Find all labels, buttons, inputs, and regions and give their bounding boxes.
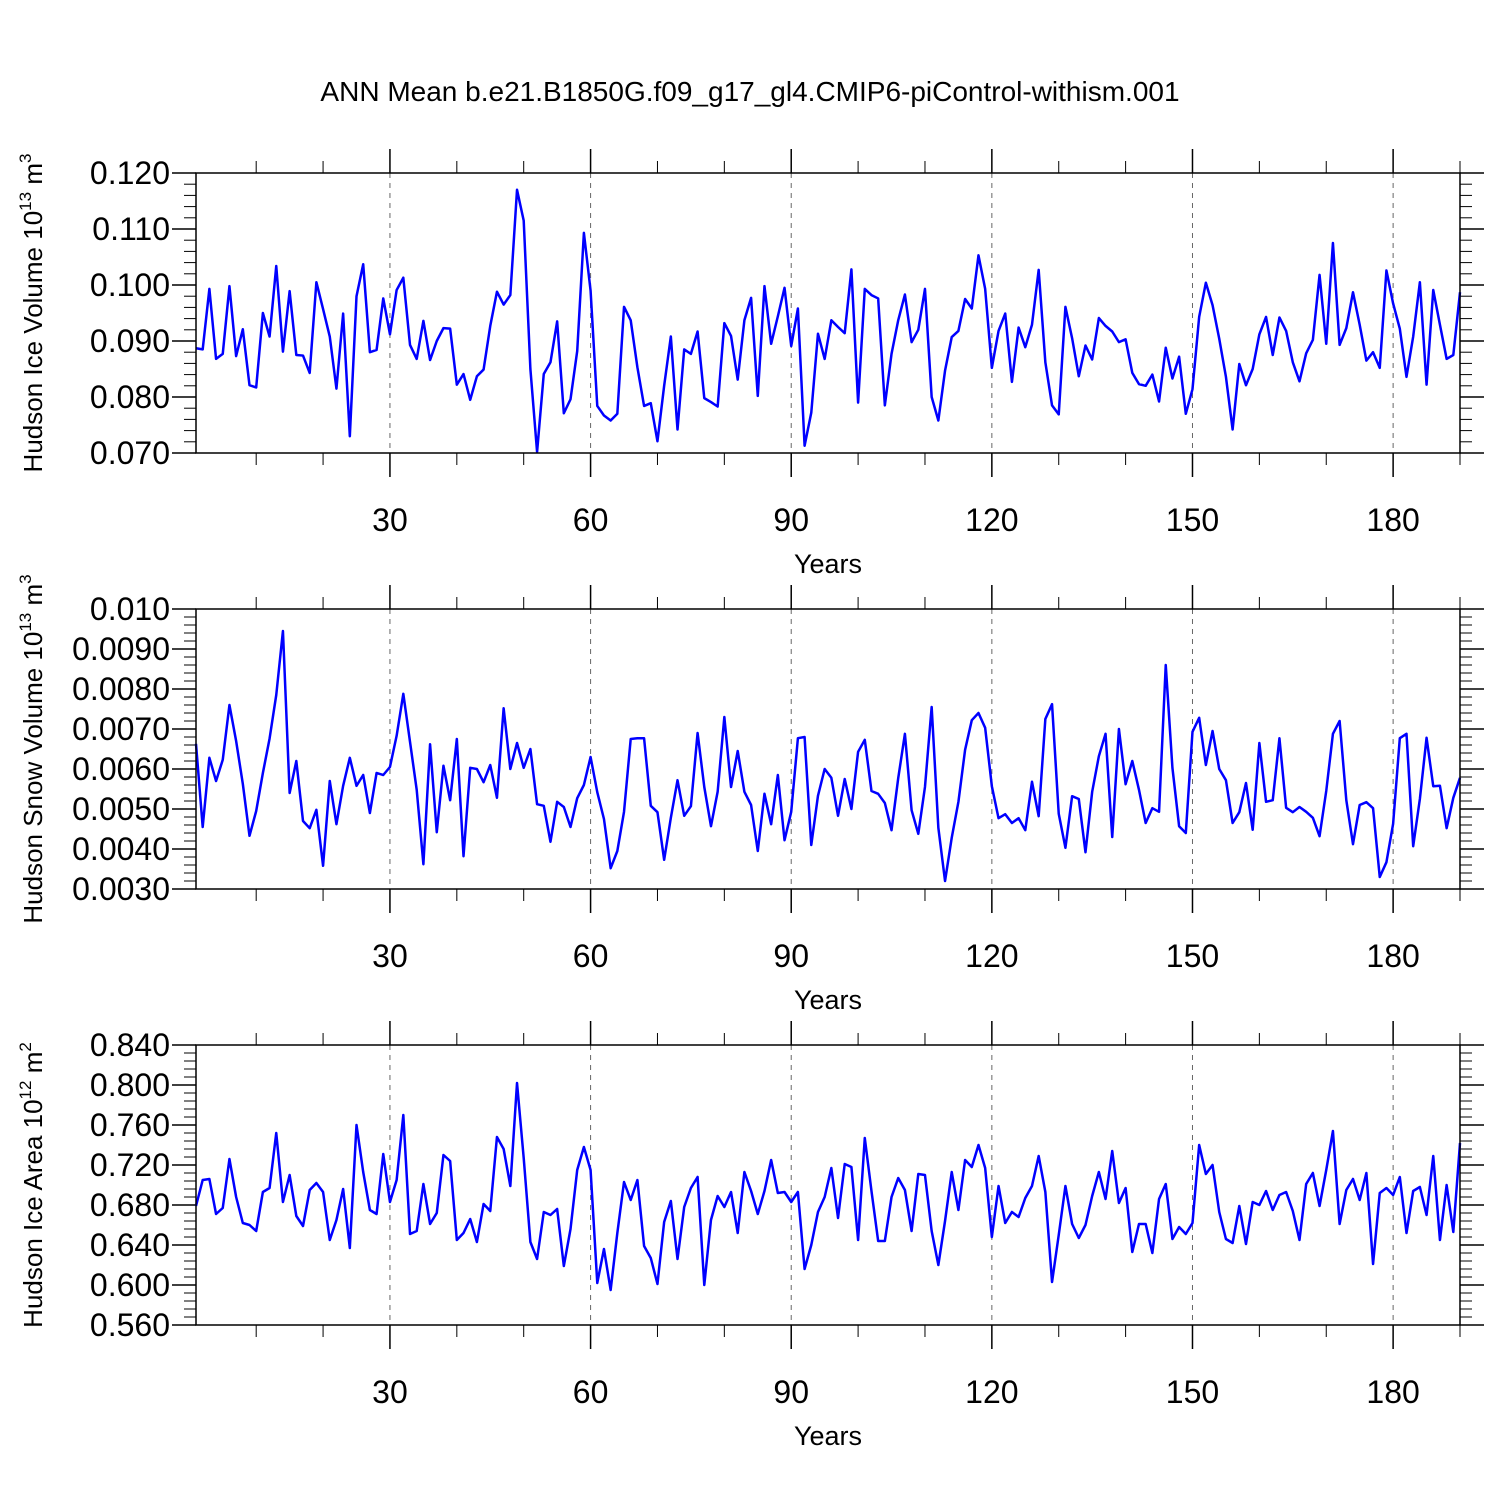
y-tick-label: 0.120 <box>90 155 170 191</box>
x-tick-label: 90 <box>773 1374 809 1410</box>
x-tick-label: 180 <box>1366 938 1419 974</box>
y-tick-label: 0.0090 <box>72 631 170 667</box>
y-tick-label: 0.560 <box>90 1307 170 1343</box>
x-tick-label: 30 <box>372 502 408 538</box>
x-tick-label: 150 <box>1166 1374 1219 1410</box>
x-axis-label: Years <box>794 985 862 1015</box>
y-tick-label: 0.090 <box>90 323 170 359</box>
x-tick-label: 60 <box>573 1374 609 1410</box>
x-tick-label: 90 <box>773 502 809 538</box>
y-tick-label: 0.720 <box>90 1147 170 1183</box>
panel-1: 0.070 0.080 0.090 0.100 0.110 0.120 30 60 90 120 1… <box>16 149 1484 579</box>
x-tick-label: 120 <box>965 1374 1018 1410</box>
y-tick-label: 0.070 <box>90 435 170 471</box>
x-tick-label: 90 <box>773 938 809 974</box>
y-tick-label: 0.800 <box>90 1067 170 1103</box>
panel-3: 0.560 0.600 0.640 0.680 0.720 0.760 0.800 0.840… <box>16 1021 1484 1451</box>
series-line <box>195 188 1462 454</box>
y-tick-label: 0.0030 <box>72 871 170 907</box>
y-tick-label: 0.760 <box>90 1107 170 1143</box>
y-tick-label: 0.0040 <box>72 831 170 867</box>
y-tick-label: 0.010 <box>90 591 170 627</box>
plot-frame <box>195 1044 1461 1326</box>
y-tick-label: 0.640 <box>90 1227 170 1263</box>
panel-2: 0.0030 0.0040 0.0050 0.0060 0.0070 0.0080 0.00… <box>16 574 1484 1015</box>
y-tick-label: 0.680 <box>90 1187 170 1223</box>
figure-title: ANN Mean b.e21.B1850G.f09_g17_gl4.CMIP6-… <box>320 76 1179 107</box>
y-tick-label: 0.100 <box>90 267 170 303</box>
y-tick-label: 0.0070 <box>72 711 170 747</box>
y-tick-label: 0.080 <box>90 379 170 415</box>
y-axis-label: Hudson Ice Area 1012 m2 <box>16 1042 48 1328</box>
x-tick-label: 60 <box>573 938 609 974</box>
x-tick-label: 60 <box>573 502 609 538</box>
x-tick-label: 30 <box>372 1374 408 1410</box>
x-tick-label: 150 <box>1166 502 1219 538</box>
y-tick-label: 0.0050 <box>72 791 170 827</box>
x-tick-label: 120 <box>965 938 1018 974</box>
x-axis-label: Years <box>794 549 862 579</box>
plot-frame <box>195 608 1461 890</box>
x-tick-label: 180 <box>1366 1374 1419 1410</box>
series-line <box>194 629 1462 883</box>
y-tick-label: 0.0080 <box>72 671 170 707</box>
x-tick-label: 30 <box>372 938 408 974</box>
x-tick-label: 120 <box>965 502 1018 538</box>
y-tick-label: 0.840 <box>90 1027 170 1063</box>
y-axis-label: Hudson Snow Volume 1013 m3 <box>16 574 48 923</box>
y-axis-label: Hudson Ice Volume 1013 m3 <box>16 154 48 473</box>
series-line <box>194 1081 1462 1292</box>
y-tick-label: 0.0060 <box>72 751 170 787</box>
plot-frame <box>195 172 1461 454</box>
x-tick-label: 150 <box>1166 938 1219 974</box>
x-axis-label: Years <box>794 1421 862 1451</box>
x-tick-label: 180 <box>1366 502 1419 538</box>
y-tick-label: 0.110 <box>92 211 170 247</box>
y-tick-label: 0.600 <box>90 1267 170 1303</box>
